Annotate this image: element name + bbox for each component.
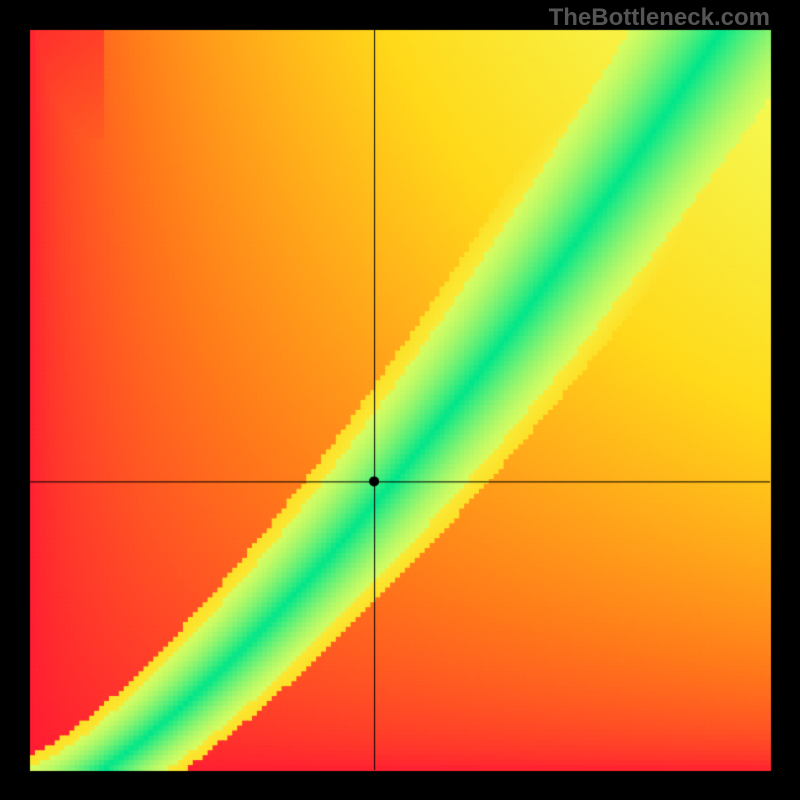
chart-container: TheBottleneck.com [0, 0, 800, 800]
watermark-text: TheBottleneck.com [549, 4, 770, 32]
bottleneck-heatmap [0, 0, 800, 800]
